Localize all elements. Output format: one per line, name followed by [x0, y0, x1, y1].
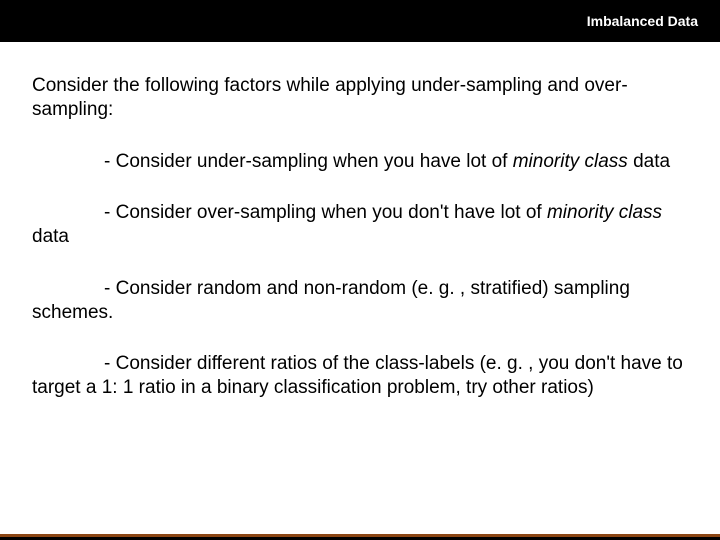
bullet-4: - Consider different ratios of the class… [32, 352, 688, 400]
header-title: Imbalanced Data [587, 13, 698, 29]
bullet-1: - Consider under-sampling when you have … [32, 150, 688, 174]
bullet-3: - Consider random and non-random (e. g. … [32, 277, 688, 325]
bullet-2-italic: minority class [547, 202, 662, 223]
intro-text: Consider the following factors while app… [32, 74, 688, 122]
bullet-2-prefix: - Consider over-sampling when you don't … [104, 202, 547, 223]
slide-content: Consider the following factors while app… [0, 42, 720, 400]
bullet-2: - Consider over-sampling when you don't … [32, 201, 688, 249]
footer-divider [0, 534, 720, 540]
bullet-1-italic: minority class [513, 151, 628, 172]
bullet-2-suffix: data [32, 226, 69, 247]
header-bar: Imbalanced Data [0, 0, 720, 42]
bullet-1-prefix: - Consider under-sampling when you have … [104, 151, 513, 172]
bullet-1-suffix: data [628, 151, 670, 172]
